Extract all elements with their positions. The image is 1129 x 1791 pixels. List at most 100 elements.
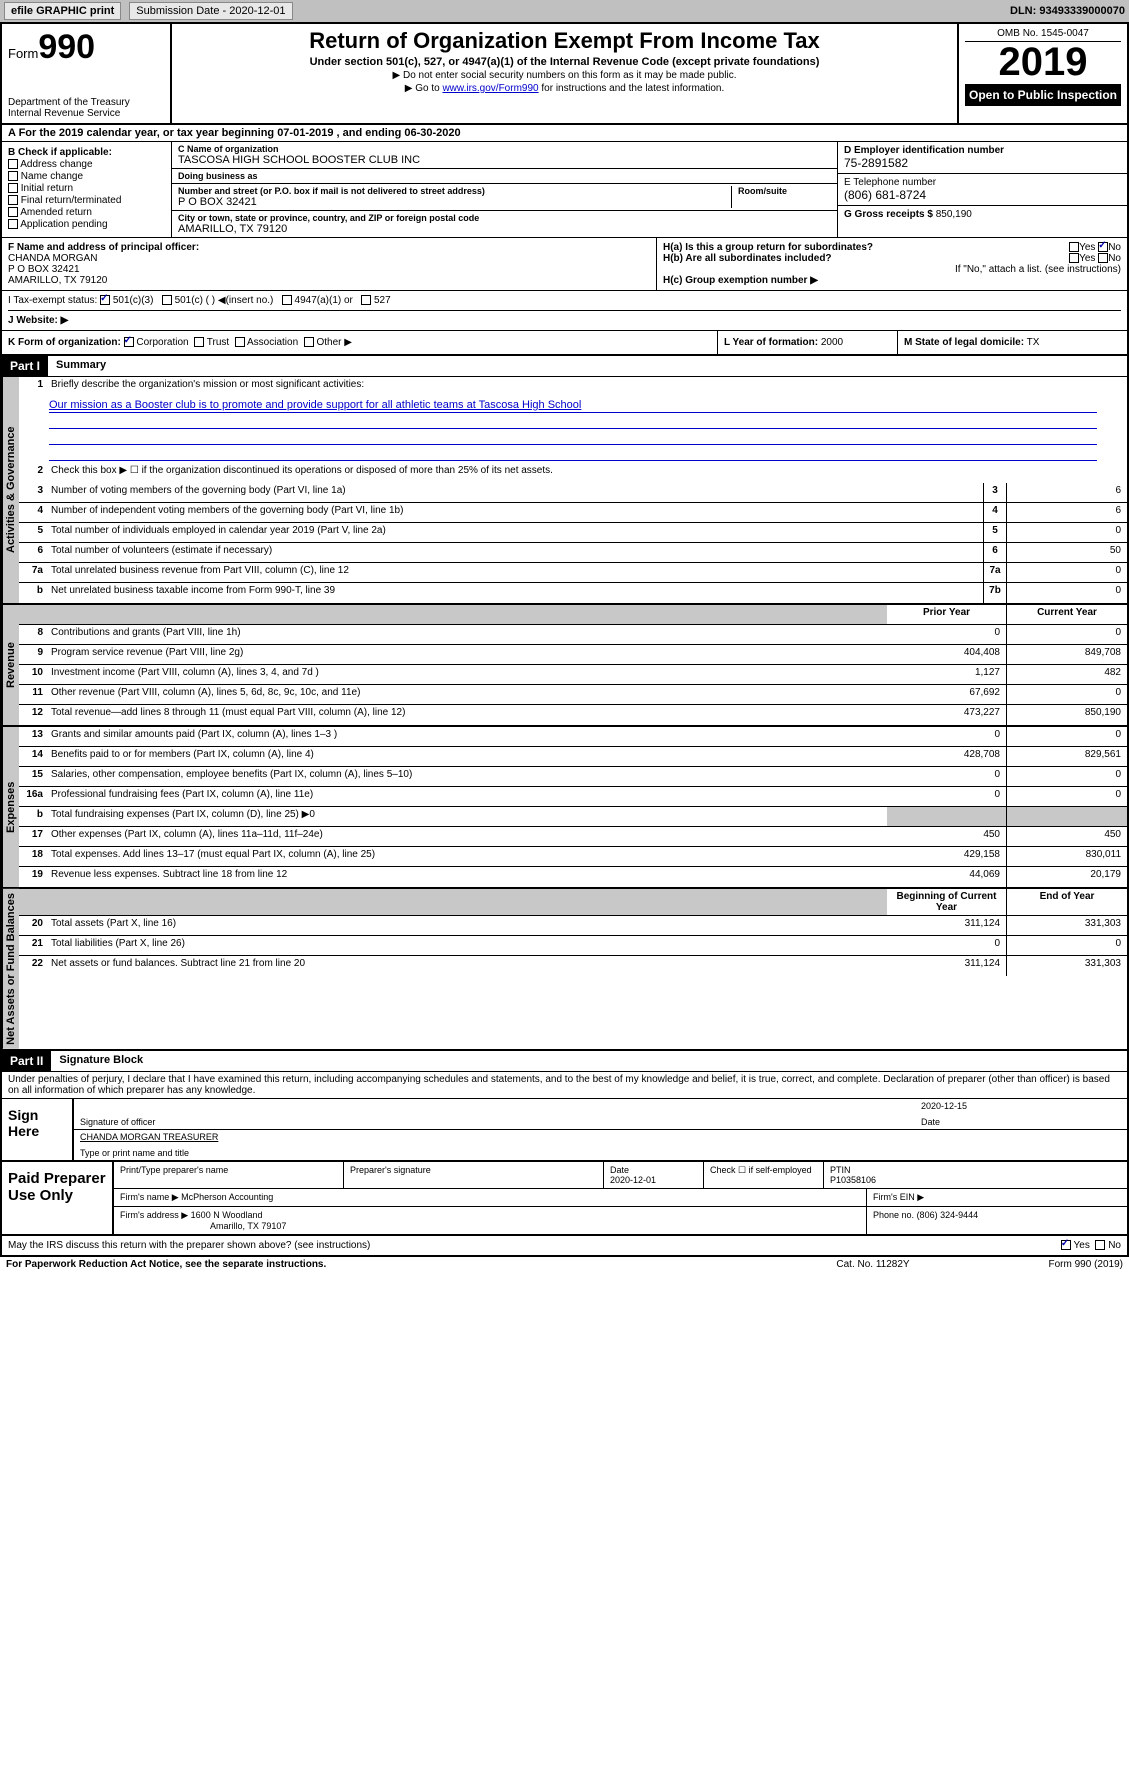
line17-prior: 450 [887, 827, 1007, 846]
final-return-checkbox[interactable] [8, 195, 18, 205]
penalty-declaration: Under penalties of perjury, I declare th… [2, 1072, 1127, 1099]
application-pending-checkbox[interactable] [8, 219, 18, 229]
line18-text: Total expenses. Add lines 13–17 (must eq… [47, 847, 887, 866]
signature-section: Sign Here Signature of officer 2020-12-1… [2, 1099, 1127, 1162]
line17-current: 450 [1007, 827, 1127, 846]
governance-label: Activities & Governance [2, 377, 19, 603]
line13-prior: 0 [887, 727, 1007, 746]
l-label: L Year of formation: [724, 337, 818, 348]
firm-name-value: McPherson Accounting [181, 1192, 273, 1202]
expenses-section: Expenses 13Grants and similar amounts pa… [2, 727, 1127, 889]
tax-year: 2019 [965, 42, 1121, 82]
address-change-checkbox[interactable] [8, 159, 18, 169]
form-footer: Form 990 (2019) [973, 1259, 1123, 1270]
line17-text: Other expenses (Part IX, column (A), lin… [47, 827, 887, 846]
line12-prior: 473,227 [887, 705, 1007, 725]
dln: DLN: 93493339000070 [1010, 5, 1125, 17]
line7a-value: 0 [1007, 563, 1127, 582]
discuss-no-checkbox[interactable] [1095, 1240, 1105, 1250]
initial-return-checkbox[interactable] [8, 183, 18, 193]
line21-text: Total liabilities (Part X, line 26) [47, 936, 887, 955]
top-bar: efile GRAPHIC print Submission Date - 20… [0, 0, 1129, 22]
line16a-current: 0 [1007, 787, 1127, 806]
hb-no-checkbox[interactable] [1098, 253, 1108, 263]
city-label: City or town, state or province, country… [178, 213, 831, 223]
association-checkbox[interactable] [235, 337, 245, 347]
501c3-checkbox[interactable] [100, 295, 110, 305]
prior-year-header: Prior Year [887, 605, 1007, 624]
line8-text: Contributions and grants (Part VIII, lin… [47, 625, 887, 644]
ptin-value: P10358106 [830, 1175, 876, 1185]
line21-end: 0 [1007, 936, 1127, 955]
checkboxes-column: B Check if applicable: Address change Na… [2, 142, 172, 237]
line16b-text: Total fundraising expenses (Part IX, col… [47, 807, 887, 826]
discuss-text: May the IRS discuss this return with the… [8, 1240, 1061, 1251]
amended-return-checkbox[interactable] [8, 207, 18, 217]
501c-checkbox[interactable] [162, 295, 172, 305]
line20-text: Total assets (Part X, line 16) [47, 916, 887, 935]
line8-current: 0 [1007, 625, 1127, 644]
m-value: TX [1027, 337, 1040, 348]
name-change-checkbox[interactable] [8, 171, 18, 181]
form-org-section: K Form of organization: Corporation Trus… [2, 331, 1127, 356]
line10-prior: 1,127 [887, 665, 1007, 684]
line22-begin: 311,124 [887, 956, 1007, 976]
part1-title: Summary [48, 356, 114, 376]
room-label: Room/suite [738, 186, 831, 196]
prep-name-label: Print/Type preparer's name [120, 1165, 228, 1175]
phone-label: E Telephone number [844, 177, 1121, 188]
current-year-header: Current Year [1007, 605, 1127, 624]
line15-prior: 0 [887, 767, 1007, 786]
firm-phone-label: Phone no. [873, 1210, 914, 1220]
line11-prior: 67,692 [887, 685, 1007, 704]
form-subtitle: Under section 501(c), 527, or 4947(a)(1)… [180, 56, 949, 68]
line11-current: 0 [1007, 685, 1127, 704]
gross-receipts-label: G Gross receipts $ [844, 209, 933, 220]
form-990: Form990 Department of the Treasury Inter… [0, 22, 1129, 1257]
mission-text: Our mission as a Booster club is to prom… [49, 399, 1097, 413]
website-label: J Website: ▶ [8, 311, 1121, 326]
line16a-prior: 0 [887, 787, 1007, 806]
line10-current: 482 [1007, 665, 1127, 684]
527-checkbox[interactable] [361, 295, 371, 305]
phone-value: (806) 681-8724 [844, 188, 1121, 202]
line4-text: Number of independent voting members of … [47, 503, 983, 522]
line14-current: 829,561 [1007, 747, 1127, 766]
instructions-link[interactable]: www.irs.gov/Form990 [442, 83, 538, 94]
line8-prior: 0 [887, 625, 1007, 644]
part2-header-row: Part II Signature Block [2, 1051, 1127, 1072]
discuss-yes-checkbox[interactable] [1061, 1240, 1071, 1250]
footer-row: For Paperwork Reduction Act Notice, see … [0, 1257, 1129, 1272]
part2-title: Signature Block [51, 1051, 151, 1071]
line19-prior: 44,069 [887, 867, 1007, 887]
gross-receipts-value: 850,190 [936, 209, 972, 220]
line13-text: Grants and similar amounts paid (Part IX… [47, 727, 887, 746]
k-label: K Form of organization: [8, 337, 121, 348]
preparer-label: Paid Preparer Use Only [2, 1162, 112, 1234]
officer-addr1: P O BOX 32421 [8, 264, 650, 275]
line5-text: Total number of individuals employed in … [47, 523, 983, 542]
efile-button[interactable]: efile GRAPHIC print [4, 2, 121, 20]
line15-text: Salaries, other compensation, employee b… [47, 767, 887, 786]
line4-value: 6 [1007, 503, 1127, 522]
status-label: I Tax-exempt status: [8, 295, 97, 306]
hb-yes-checkbox[interactable] [1069, 253, 1079, 263]
firm-name-label: Firm's name ▶ [120, 1192, 179, 1202]
revenue-section: Revenue Prior YearCurrent Year 8Contribu… [2, 605, 1127, 727]
ha-yes-checkbox[interactable] [1069, 242, 1079, 252]
line7b-value: 0 [1007, 583, 1127, 603]
org-name-label: C Name of organization [178, 144, 831, 154]
line9-prior: 404,408 [887, 645, 1007, 664]
sig-date-value: 2020-12-15 [921, 1101, 1121, 1117]
trust-checkbox[interactable] [194, 337, 204, 347]
tax-year-row: A For the 2019 calendar year, or tax yea… [2, 125, 1127, 142]
part1-label: Part I [2, 356, 48, 376]
corporation-checkbox[interactable] [124, 337, 134, 347]
4947-checkbox[interactable] [282, 295, 292, 305]
form-label: Form [8, 46, 38, 61]
other-checkbox[interactable] [304, 337, 314, 347]
prep-date-label: Date [610, 1165, 629, 1175]
ha-no-checkbox[interactable] [1098, 242, 1108, 252]
line11-text: Other revenue (Part VIII, column (A), li… [47, 685, 887, 704]
officer-section: F Name and address of principal officer:… [2, 238, 1127, 291]
